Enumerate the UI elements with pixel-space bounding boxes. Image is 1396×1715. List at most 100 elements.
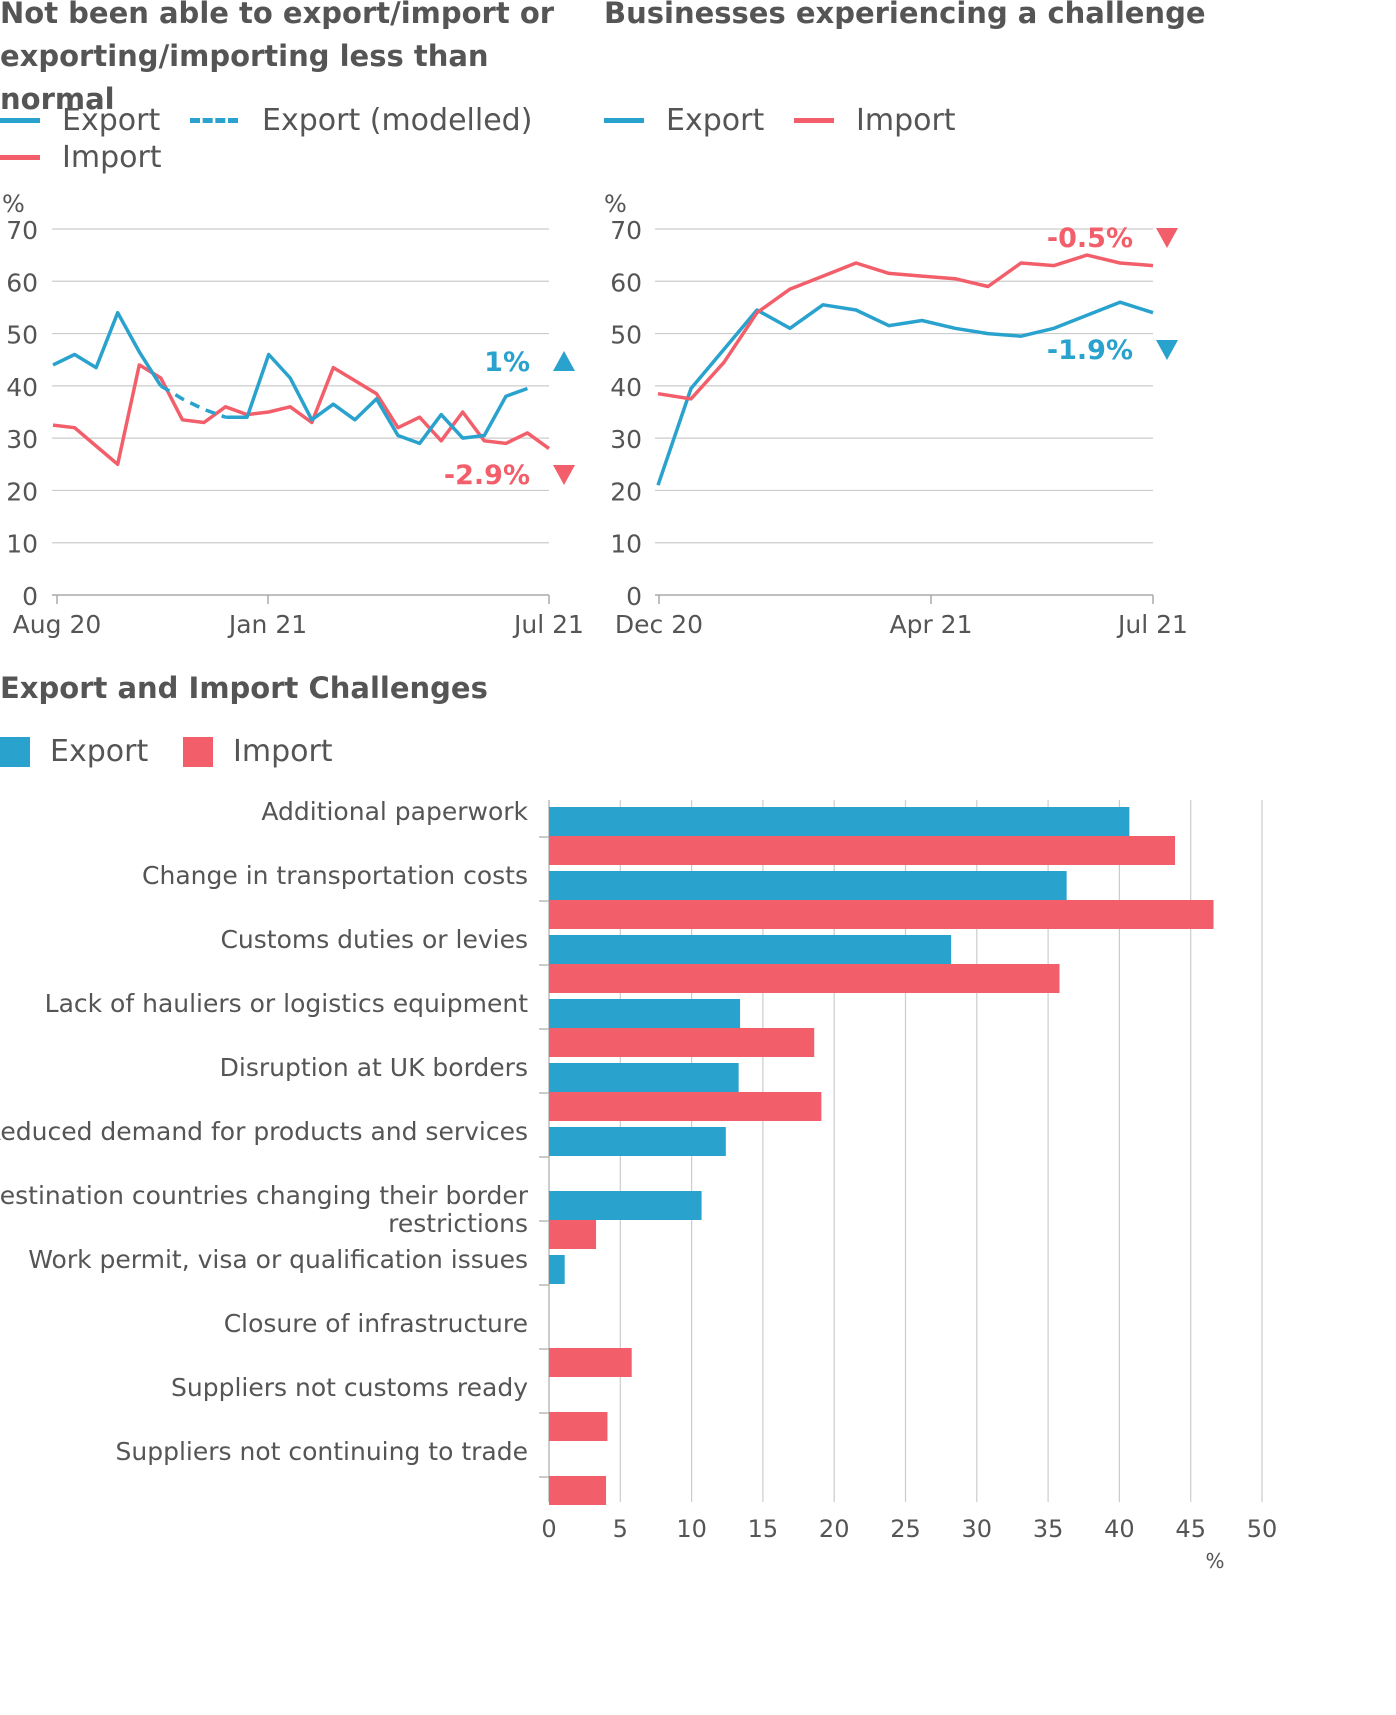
x-tick-label: Aug 20	[13, 610, 102, 639]
x-tick-label: Dec 20	[615, 610, 703, 639]
x-tick-label: 10	[676, 1515, 707, 1543]
y-tick-label: 70	[610, 216, 642, 245]
legend-label: Export	[666, 103, 765, 138]
import-change-label: -2.9%	[444, 460, 530, 491]
export-bar	[549, 935, 952, 964]
x-tick-label: 25	[890, 1515, 921, 1543]
category-label: Destination countries changing their bor…	[0, 1181, 529, 1210]
x-tick-label: Jan 21	[227, 610, 307, 639]
chart3-title: Export and Import Challenges	[0, 671, 488, 705]
export-bar	[549, 1127, 726, 1156]
export-bar	[549, 1255, 565, 1284]
import-bar	[549, 1220, 597, 1249]
y-tick-label: 10	[6, 530, 38, 559]
legend-label: Export	[50, 734, 149, 769]
x-tick-label: Jul 21	[512, 610, 584, 639]
export-modelled-series-line	[159, 384, 227, 419]
chart3-legend-export: Export	[0, 734, 148, 769]
import-line-swatch	[0, 155, 40, 160]
import-bar	[549, 964, 1060, 993]
category-label: Customs duties or levies	[220, 925, 528, 954]
import-bar	[549, 836, 1176, 865]
export-bar	[549, 1191, 702, 1220]
export-line-swatch	[604, 118, 644, 123]
legend-label: Export (modelled)	[262, 103, 533, 138]
y-tick-label: 40	[6, 373, 38, 402]
export-series-line	[225, 352, 528, 446]
x-axis-unit: %	[1205, 1549, 1224, 1573]
chart3-legend-import: Import	[183, 734, 333, 769]
category-label: restrictions	[388, 1209, 528, 1238]
y-tick-label: 50	[610, 321, 642, 350]
x-tick-label: 50	[1247, 1515, 1278, 1543]
y-axis-unit: %	[2, 190, 25, 218]
chart2-legend-import: Import	[794, 103, 956, 138]
chart2-title: Businesses experiencing a challenge	[604, 0, 1206, 30]
legend-label: Export	[62, 103, 161, 138]
import-bar	[549, 1028, 815, 1057]
y-tick-label: 30	[610, 425, 642, 454]
chart2-line-plot: 0 10 20 30 40 50 60 70% Dec 20 Apr 21 Jul 21 -0.5% -…	[604, 190, 1188, 639]
x-tick-label: 45	[1175, 1515, 1206, 1543]
y-tick-label: 60	[610, 268, 642, 297]
import-bar	[549, 1092, 822, 1121]
chart1-title: Not been able to export/import or export…	[0, 0, 555, 116]
x-tick-label: 20	[819, 1515, 850, 1543]
category-label: Reduced demand for products and services	[0, 1117, 528, 1146]
import-bar	[549, 900, 1214, 929]
category-label: Suppliers not continuing to trade	[116, 1437, 529, 1466]
x-tick-label: 40	[1104, 1515, 1135, 1543]
import-line-swatch	[794, 118, 834, 123]
chart1-line-plot: 0 10 20 30 40 50 60 70% Aug 20 Jan 21 Jul 21 1% -2.9…	[2, 190, 584, 639]
export-change-label: 1%	[484, 347, 530, 378]
export-bar	[549, 1063, 739, 1092]
import-series-line	[52, 363, 551, 467]
down-triangle-icon	[553, 465, 575, 485]
y-tick-label: 60	[6, 268, 38, 297]
import-box-swatch	[183, 736, 213, 767]
down-triangle-icon	[1156, 340, 1178, 360]
y-tick-label: 20	[610, 477, 642, 506]
y-tick-label: 20	[6, 477, 38, 506]
export-change-label: -1.9%	[1047, 335, 1133, 366]
export-line-swatch	[0, 118, 40, 123]
legend-label: Import	[233, 734, 333, 769]
y-axis-unit: %	[604, 190, 627, 218]
y-tick-label: 50	[6, 321, 38, 350]
import-series-line	[657, 253, 1154, 401]
export-dashed-swatch	[190, 118, 238, 123]
x-tick-label: 5	[613, 1515, 628, 1543]
y-tick-label: 10	[610, 530, 642, 559]
y-tick-label: 0	[626, 582, 642, 611]
legend-label: Import	[62, 140, 162, 175]
y-tick-label: 70	[6, 216, 38, 245]
chart3-bar-plot: 0 5 10 15 20 25 30 35 40 45 50% Additional paperwor…	[0, 797, 1278, 1573]
import-change-label: -0.5%	[1047, 223, 1133, 254]
up-triangle-icon	[553, 351, 575, 371]
category-label: Change in transportation costs	[142, 861, 528, 890]
export-box-swatch	[0, 736, 30, 767]
x-tick-label: 0	[541, 1515, 556, 1543]
x-tick-label: 15	[748, 1515, 779, 1543]
export-bar	[549, 999, 741, 1028]
export-series-line	[656, 300, 1154, 486]
down-triangle-icon	[1156, 228, 1178, 248]
category-label: Additional paperwork	[261, 797, 528, 826]
category-label: Lack of hauliers or logistics equipment	[45, 989, 529, 1018]
chart2-legend-export: Export	[604, 103, 764, 138]
legend-label: Import	[856, 103, 956, 138]
chart1-legend-export: Export	[0, 103, 160, 138]
y-tick-label: 0	[22, 582, 38, 611]
import-bar	[549, 1348, 632, 1377]
y-tick-label: 40	[610, 373, 642, 402]
y-tick-label: 30	[6, 425, 38, 454]
export-bar	[549, 871, 1067, 900]
x-tick-label: 30	[962, 1515, 993, 1543]
category-label: Disruption at UK borders	[220, 1053, 528, 1082]
x-tick-label: Apr 21	[889, 610, 972, 639]
export-bar	[549, 807, 1130, 836]
x-tick-label: 35	[1033, 1515, 1064, 1543]
chart1-legend-import: Import	[0, 140, 162, 175]
export-series-line	[52, 310, 163, 387]
category-label: Closure of infrastructure	[224, 1309, 528, 1338]
